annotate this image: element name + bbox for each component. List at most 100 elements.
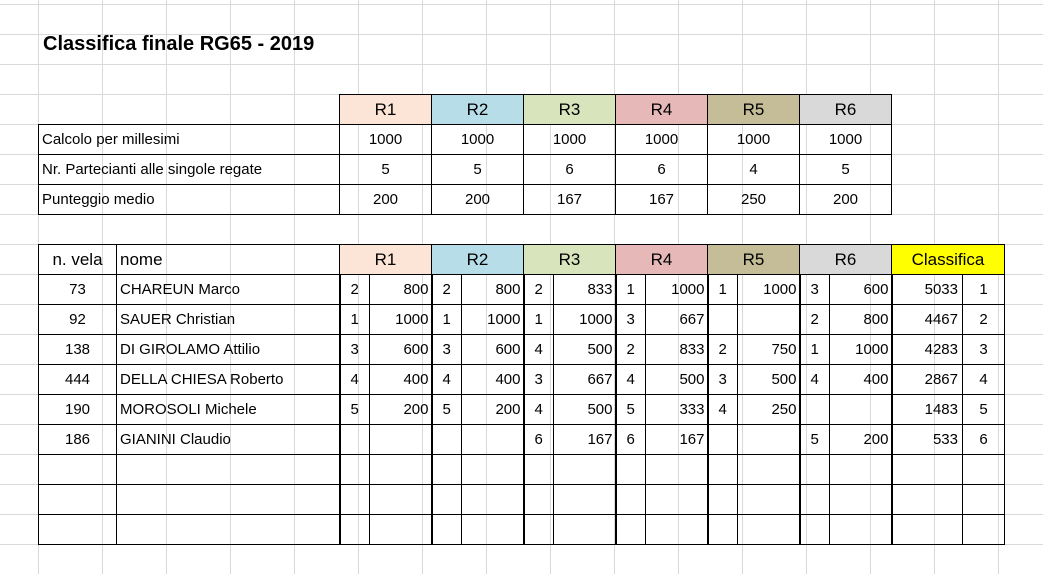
- stats-header-r2[interactable]: R2: [431, 94, 524, 125]
- race-points-cell[interactable]: 800: [369, 274, 432, 305]
- empty-cell[interactable]: [737, 454, 800, 485]
- sailor-name-cell[interactable]: CHAREUN Marco: [116, 274, 340, 305]
- empty-cell[interactable]: [645, 514, 708, 545]
- race-points-cell[interactable]: 400: [369, 364, 432, 395]
- stats-value-cell[interactable]: 1000: [799, 124, 892, 155]
- sailor-name-cell[interactable]: SAUER Christian: [116, 304, 340, 335]
- total-points-cell[interactable]: 4467: [890, 304, 963, 335]
- stats-header-r6[interactable]: R6: [799, 94, 892, 125]
- race-points-cell[interactable]: 400: [461, 364, 524, 395]
- race-position-cell[interactable]: 2: [706, 334, 738, 365]
- empty-cell[interactable]: [645, 484, 708, 515]
- empty-cell[interactable]: [369, 514, 432, 545]
- empty-cell[interactable]: [798, 454, 830, 485]
- race-position-cell[interactable]: 1: [614, 274, 646, 305]
- empty-cell[interactable]: [461, 484, 524, 515]
- race-points-cell[interactable]: 500: [553, 394, 616, 425]
- race-points-cell[interactable]: 667: [645, 304, 708, 335]
- race-points-cell[interactable]: 200: [829, 424, 892, 455]
- empty-cell[interactable]: [430, 454, 462, 485]
- empty-cell[interactable]: [39, 95, 340, 125]
- race-position-cell[interactable]: 6: [522, 424, 554, 455]
- race-position-cell[interactable]: 4: [522, 334, 554, 365]
- race-points-cell[interactable]: 750: [737, 334, 800, 365]
- empty-cell[interactable]: [38, 484, 117, 515]
- race-points-cell[interactable]: 1000: [461, 304, 524, 335]
- race-points-cell[interactable]: 1000: [737, 274, 800, 305]
- race-points-cell[interactable]: 400: [829, 364, 892, 395]
- header-vela[interactable]: n. vela: [38, 244, 117, 275]
- empty-cell[interactable]: [798, 484, 830, 515]
- empty-cell[interactable]: [522, 484, 554, 515]
- empty-cell[interactable]: [737, 514, 800, 545]
- race-points-cell[interactable]: 167: [553, 424, 616, 455]
- stats-value-cell[interactable]: 5: [431, 154, 524, 185]
- empty-cell[interactable]: [706, 454, 738, 485]
- race-position-cell[interactable]: 5: [338, 394, 370, 425]
- stats-value-cell[interactable]: 5: [799, 154, 892, 185]
- race-points-cell[interactable]: 167: [645, 424, 708, 455]
- race-position-cell[interactable]: 6: [614, 424, 646, 455]
- sheet-title[interactable]: Classifica finale RG65 - 2019: [43, 33, 315, 55]
- race-points-cell[interactable]: 600: [829, 274, 892, 305]
- race-position-cell[interactable]: 4: [430, 364, 462, 395]
- empty-cell[interactable]: [430, 484, 462, 515]
- empty-cell[interactable]: [962, 514, 1005, 545]
- race-points-cell[interactable]: 500: [553, 334, 616, 365]
- race-points-cell[interactable]: 600: [369, 334, 432, 365]
- sailor-name-cell[interactable]: GIANINI Claudio: [116, 424, 340, 455]
- race-points-cell[interactable]: 1000: [829, 334, 892, 365]
- stats-value-cell[interactable]: 167: [615, 184, 708, 215]
- rank-cell[interactable]: 6: [962, 424, 1005, 455]
- empty-cell[interactable]: [829, 484, 892, 515]
- race-position-cell[interactable]: [798, 394, 830, 425]
- race-points-cell[interactable]: 833: [553, 274, 616, 305]
- race-position-cell[interactable]: 4: [798, 364, 830, 395]
- empty-cell[interactable]: [461, 454, 524, 485]
- header-r3[interactable]: R3: [523, 244, 616, 275]
- empty-cell[interactable]: [829, 454, 892, 485]
- race-position-cell[interactable]: 3: [522, 364, 554, 395]
- total-points-cell[interactable]: 2867: [890, 364, 963, 395]
- race-points-cell[interactable]: 1000: [553, 304, 616, 335]
- empty-cell[interactable]: [369, 454, 432, 485]
- race-points-cell[interactable]: 833: [645, 334, 708, 365]
- empty-cell[interactable]: [890, 454, 963, 485]
- race-position-cell[interactable]: 2: [338, 274, 370, 305]
- race-position-cell[interactable]: 2: [614, 334, 646, 365]
- race-position-cell[interactable]: 1: [798, 334, 830, 365]
- empty-cell[interactable]: [38, 454, 117, 485]
- empty-cell[interactable]: [737, 484, 800, 515]
- stats-value-cell[interactable]: 200: [799, 184, 892, 215]
- empty-cell[interactable]: [829, 514, 892, 545]
- race-position-cell[interactable]: 1: [338, 304, 370, 335]
- race-position-cell[interactable]: 3: [798, 274, 830, 305]
- empty-cell[interactable]: [338, 514, 370, 545]
- header-r2[interactable]: R2: [431, 244, 524, 275]
- empty-cell[interactable]: [369, 484, 432, 515]
- stats-row-label[interactable]: Punteggio medio: [38, 184, 340, 215]
- sailor-name-cell[interactable]: MOROSOLI Michele: [116, 394, 340, 425]
- sail-number-cell[interactable]: 138: [38, 334, 117, 365]
- sail-number-cell[interactable]: 190: [38, 394, 117, 425]
- header-r1[interactable]: R1: [339, 244, 432, 275]
- rank-cell[interactable]: 1: [962, 274, 1005, 305]
- sail-number-cell[interactable]: 92: [38, 304, 117, 335]
- sailor-name-cell[interactable]: DELLA CHIESA Roberto: [116, 364, 340, 395]
- race-position-cell[interactable]: 5: [798, 424, 830, 455]
- stats-row-label[interactable]: Calcolo per millesimi: [38, 124, 340, 155]
- stats-value-cell[interactable]: 4: [707, 154, 800, 185]
- stats-value-cell[interactable]: 6: [615, 154, 708, 185]
- race-points-cell[interactable]: [737, 424, 800, 455]
- empty-cell[interactable]: [522, 454, 554, 485]
- race-position-cell[interactable]: 1: [706, 274, 738, 305]
- empty-cell[interactable]: [553, 454, 616, 485]
- race-points-cell[interactable]: 500: [645, 364, 708, 395]
- empty-cell[interactable]: [706, 484, 738, 515]
- empty-cell[interactable]: [553, 514, 616, 545]
- race-points-cell[interactable]: 250: [737, 394, 800, 425]
- total-points-cell[interactable]: 5033: [890, 274, 963, 305]
- race-points-cell[interactable]: 667: [553, 364, 616, 395]
- empty-cell[interactable]: [706, 514, 738, 545]
- race-position-cell[interactable]: 4: [338, 364, 370, 395]
